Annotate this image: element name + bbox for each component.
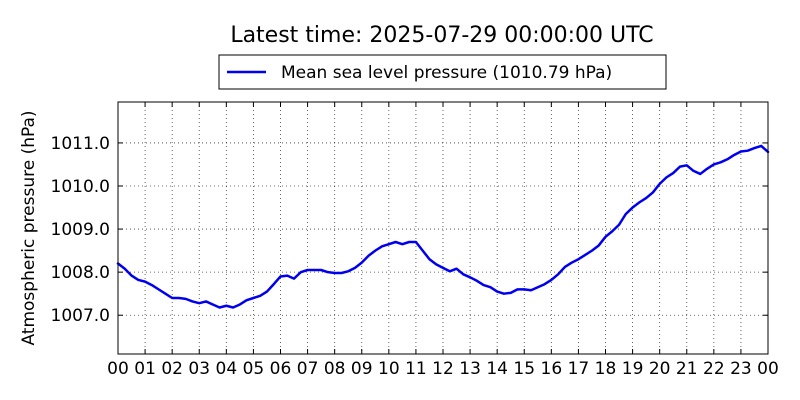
x-tick-label: 01 (134, 359, 156, 379)
x-tick-label: 08 (324, 359, 346, 379)
x-tick-label: 15 (513, 359, 535, 379)
x-tick-label: 14 (486, 359, 508, 379)
ticks (117, 102, 769, 354)
y-axis-label: Atmospheric pressure (hPa) (19, 110, 39, 345)
x-tick-labels: 00 01 02 03 04 05 06 07 08 09 10 11 12 13 14 15 16 17 18 19… (107, 359, 779, 379)
y-tick-label: 1009.0 (51, 220, 110, 240)
y-tick-label: 1007.0 (51, 306, 110, 326)
x-tick-label: 06 (270, 359, 292, 379)
x-tick-label: 20 (649, 359, 671, 379)
x-tick-label: 03 (188, 359, 210, 379)
y-tick-labels: 1007.0 1008.0 1009.0 1010.0 1011.0 (51, 134, 110, 326)
x-tick-label: 00 (107, 359, 129, 379)
x-tick-label: 11 (405, 359, 427, 379)
x-tick-label: 05 (243, 359, 265, 379)
x-tick-label: 21 (676, 359, 698, 379)
x-tick-label: 17 (568, 359, 590, 379)
legend: Mean sea level pressure (1010.79 hPa) (218, 54, 667, 90)
x-tick-label: 19 (622, 359, 644, 379)
legend-label: Mean sea level pressure (1010.79 hPa) (281, 63, 612, 83)
grid (118, 102, 768, 354)
x-tick-label: 18 (595, 359, 617, 379)
x-tick-label: 10 (378, 359, 400, 379)
x-tick-label: 04 (216, 359, 238, 379)
x-tick-label: 02 (161, 359, 183, 379)
legend-box (218, 54, 667, 90)
y-tick-label: 1011.0 (51, 134, 110, 154)
series-group (116, 144, 770, 309)
y-tick-label: 1008.0 (51, 263, 110, 283)
x-tick-label: 13 (459, 359, 481, 379)
x-tick-label: 23 (730, 359, 752, 379)
y-tick-label: 1010.0 (51, 177, 110, 197)
x-tick-label: 22 (703, 359, 725, 379)
x-tick-label: 09 (351, 359, 373, 379)
x-tick-label: 16 (541, 359, 563, 379)
chart-title: Latest time: 2025-07-29 00:00:00 UTC (230, 23, 653, 48)
x-tick-label: 12 (432, 359, 454, 379)
x-tick-label: 00 (757, 359, 779, 379)
x-tick-label: 07 (297, 359, 319, 379)
plot-frame (117, 101, 769, 355)
series-line-mean-sea-level-pressure (116, 144, 770, 309)
